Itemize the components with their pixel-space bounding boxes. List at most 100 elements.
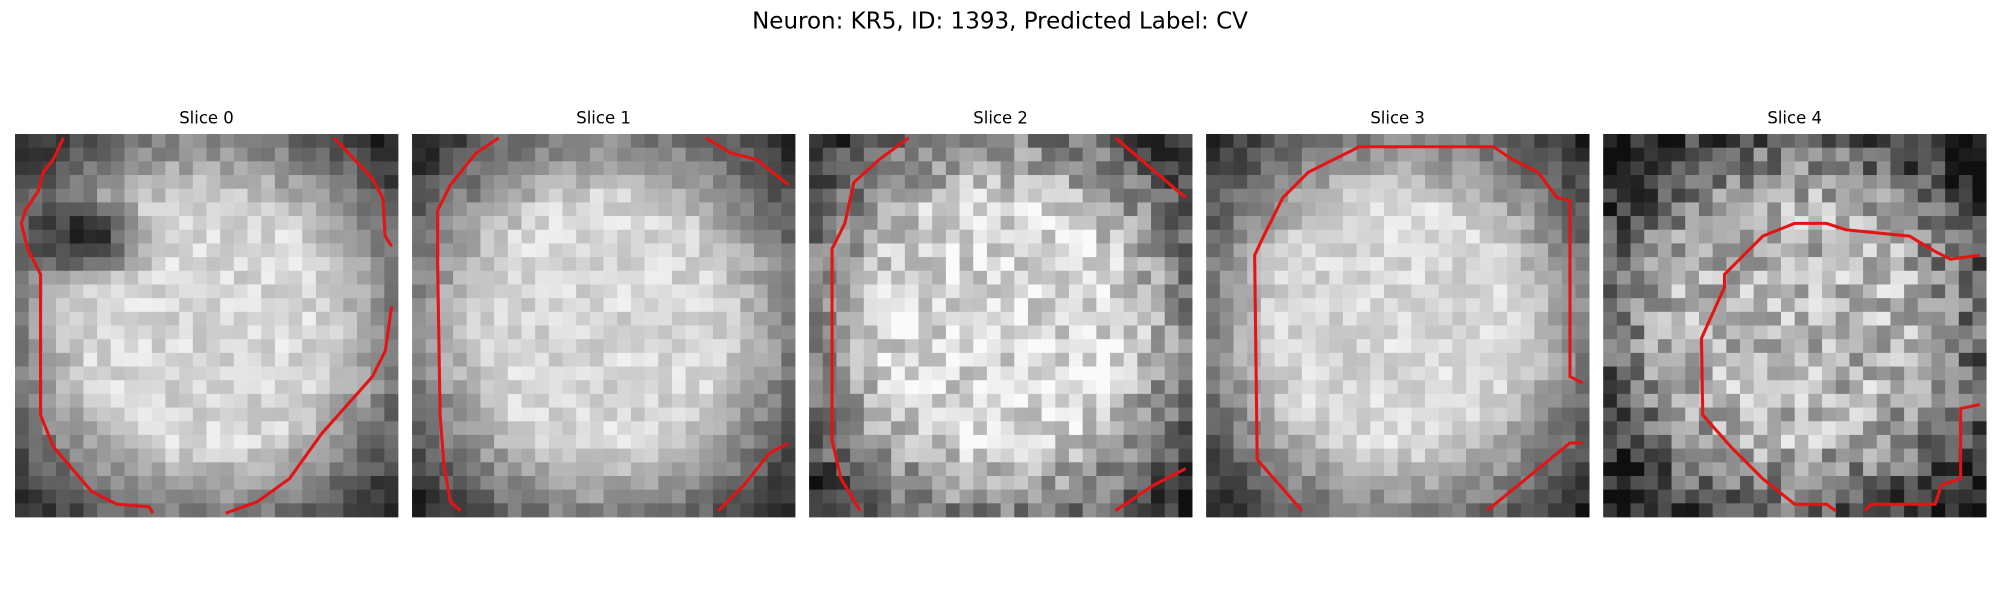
pixel	[97, 175, 112, 190]
pixel	[97, 311, 112, 326]
pixel	[466, 284, 481, 299]
pixel	[1780, 284, 1796, 299]
pixel	[15, 339, 30, 354]
pixel	[1301, 175, 1316, 190]
pixel	[1096, 462, 1111, 477]
pixel	[1315, 257, 1330, 272]
pixel	[288, 202, 303, 217]
pixel	[151, 298, 166, 313]
pixel	[1041, 243, 1056, 258]
pixel	[1164, 366, 1179, 381]
pixel	[1808, 188, 1823, 203]
pixel	[945, 270, 960, 285]
pixel	[151, 229, 166, 244]
pixel	[1164, 216, 1179, 231]
pixel	[179, 257, 194, 272]
pixel	[233, 188, 248, 203]
pixel	[945, 298, 960, 313]
pixel	[1383, 188, 1399, 203]
pixel	[138, 434, 153, 449]
pixel	[1548, 475, 1563, 491]
pixel	[480, 243, 495, 258]
pixel	[1000, 380, 1015, 395]
pixel	[1301, 134, 1316, 149]
pixel	[1315, 352, 1330, 367]
pixel	[1000, 298, 1015, 313]
pixel	[1164, 393, 1179, 408]
pixel	[1342, 284, 1357, 299]
pixel	[83, 216, 98, 231]
pixel	[1438, 448, 1453, 463]
pixel	[630, 393, 645, 408]
pixel	[973, 147, 988, 162]
pixel	[1917, 434, 1932, 449]
pixel	[521, 462, 536, 477]
pixel	[480, 380, 495, 395]
pixel	[315, 380, 330, 395]
pixel	[1972, 147, 1987, 162]
pixel	[1178, 147, 1193, 162]
pixel	[1780, 134, 1796, 149]
pixel	[233, 175, 248, 190]
pixel	[1288, 270, 1303, 285]
pixel	[1534, 503, 1549, 518]
pixel	[15, 188, 30, 203]
pixel	[138, 407, 153, 422]
pixel	[494, 407, 509, 422]
pixel	[1370, 134, 1385, 149]
pixel	[1685, 270, 1700, 285]
pixel	[1945, 175, 1960, 190]
pixel	[1000, 421, 1015, 436]
pixel	[1534, 448, 1549, 463]
pixel	[165, 175, 180, 190]
pixel	[1383, 462, 1399, 477]
pixel	[1110, 339, 1125, 354]
pixel	[1096, 284, 1111, 299]
pixel	[973, 284, 988, 299]
pixel	[1288, 257, 1303, 272]
pixel	[1137, 462, 1152, 477]
pixel	[288, 243, 303, 258]
pixel	[671, 161, 686, 176]
pixel	[562, 257, 577, 272]
pixel	[767, 257, 782, 272]
pixel	[1876, 284, 1891, 299]
pixel	[138, 462, 153, 477]
pixel	[151, 175, 166, 190]
pixel	[959, 393, 974, 408]
pixel	[685, 366, 700, 381]
pixel	[1945, 257, 1960, 272]
pixel	[521, 175, 536, 190]
pixel	[466, 229, 481, 244]
pixel	[1466, 380, 1481, 395]
pixel	[1438, 462, 1453, 477]
pixel	[1739, 311, 1755, 326]
pixel	[274, 311, 289, 326]
pixel	[1863, 462, 1878, 477]
pixel	[1945, 448, 1960, 463]
pixel	[617, 175, 632, 190]
pixel	[1055, 434, 1070, 449]
pixel	[1397, 257, 1412, 272]
pixel	[370, 298, 385, 313]
pixel	[138, 243, 153, 258]
pixel	[1767, 325, 1782, 340]
pixel	[1178, 202, 1193, 217]
pixel	[1548, 147, 1563, 162]
pixel	[302, 243, 317, 258]
pixel	[767, 462, 782, 477]
pixel	[165, 475, 180, 491]
pixel	[1206, 229, 1221, 244]
pixel	[1534, 257, 1549, 272]
pixel	[1972, 421, 1987, 436]
pixel	[1164, 175, 1179, 190]
pixel	[1247, 339, 1262, 354]
pixel	[1616, 448, 1631, 463]
pixel	[1575, 175, 1590, 190]
pixel	[781, 421, 796, 436]
pixel	[589, 270, 604, 285]
pixel	[1247, 229, 1262, 244]
pixel	[1753, 352, 1768, 367]
pixel	[302, 489, 317, 504]
pixel	[1356, 393, 1371, 408]
